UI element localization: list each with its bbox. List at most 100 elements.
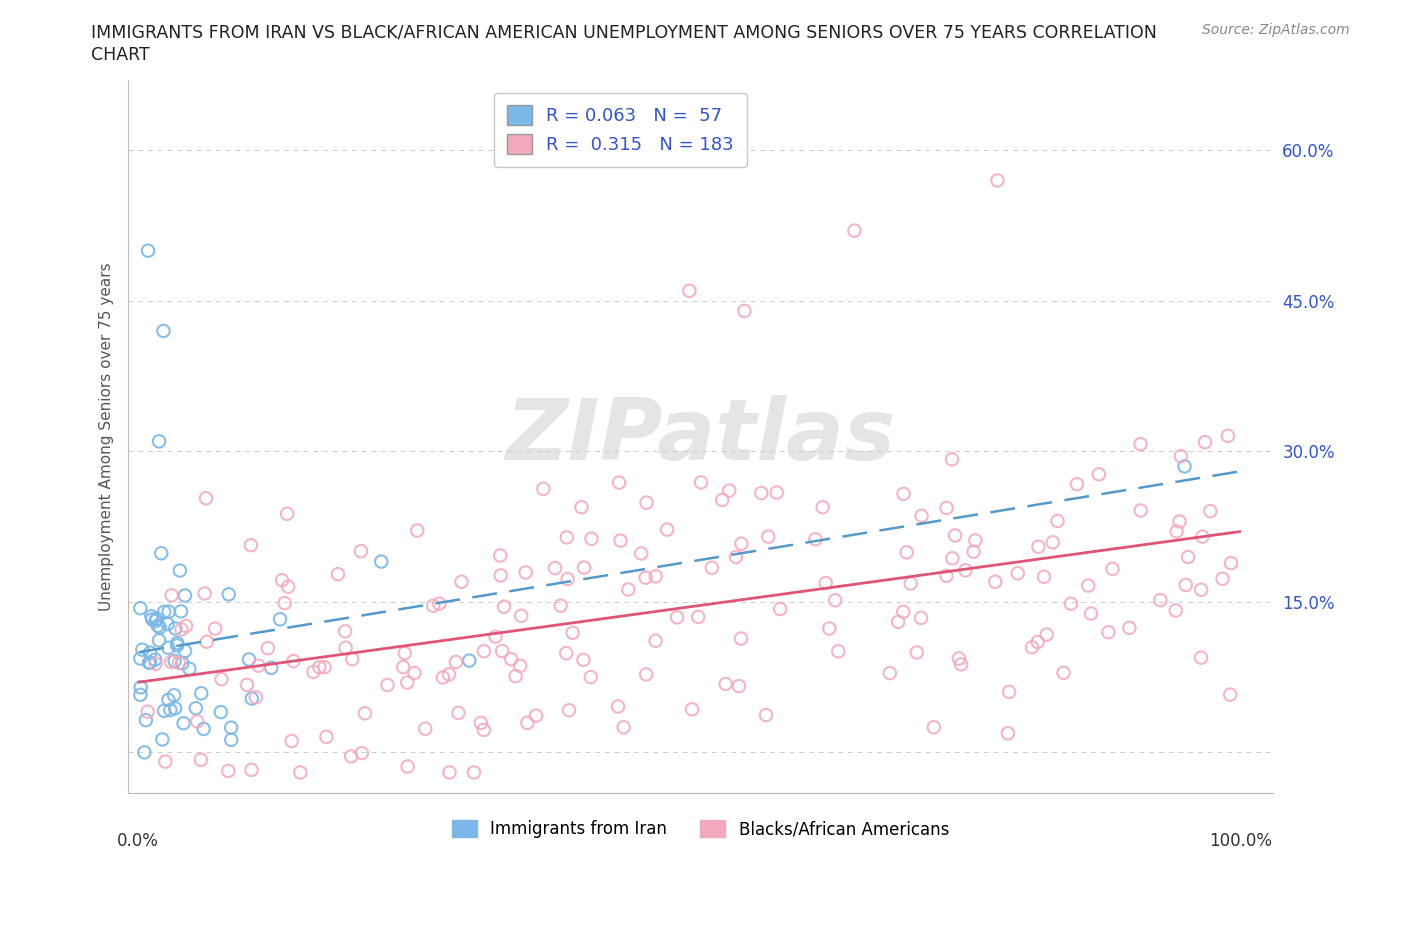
Point	[724, 550, 747, 565]
Point	[432, 670, 454, 684]
Point	[136, 244, 159, 259]
Point	[893, 486, 915, 501]
Point	[153, 703, 176, 718]
Point	[195, 634, 218, 649]
Point	[157, 693, 180, 708]
Point	[129, 601, 152, 616]
Point	[257, 641, 280, 656]
Point	[998, 684, 1021, 699]
Point	[219, 732, 242, 747]
Point	[145, 611, 167, 626]
Y-axis label: Unemployment Among Seniors over 75 years: Unemployment Among Seniors over 75 years	[100, 262, 114, 611]
Point	[711, 493, 734, 508]
Point	[1129, 503, 1152, 518]
Point	[1097, 625, 1119, 640]
Point	[531, 482, 554, 497]
Point	[1042, 535, 1064, 550]
Point	[1033, 569, 1056, 584]
Point	[194, 491, 217, 506]
Point	[636, 667, 658, 682]
Point	[666, 610, 689, 625]
Point	[896, 545, 918, 560]
Point	[326, 566, 349, 581]
Point	[290, 765, 312, 780]
Point	[218, 587, 240, 602]
Point	[173, 716, 195, 731]
Point	[458, 653, 481, 668]
Point	[1046, 513, 1069, 528]
Point	[607, 475, 630, 490]
Point	[166, 636, 188, 651]
Point	[1194, 435, 1216, 450]
Point	[555, 645, 578, 660]
Point	[165, 701, 187, 716]
Point	[501, 652, 523, 667]
Point	[245, 690, 267, 705]
Point	[965, 533, 987, 548]
Point	[756, 529, 779, 544]
Point	[190, 752, 212, 767]
Point	[730, 537, 752, 551]
Point	[824, 593, 846, 608]
Point	[217, 764, 239, 778]
Point	[169, 563, 191, 578]
Point	[219, 720, 242, 735]
Point	[941, 551, 963, 565]
Point	[141, 612, 163, 627]
Point	[129, 651, 152, 666]
Point	[136, 704, 159, 719]
Point	[444, 655, 467, 670]
Point	[260, 660, 283, 675]
Point	[129, 680, 152, 695]
Point	[190, 685, 212, 700]
Point	[277, 579, 299, 594]
Point	[613, 720, 636, 735]
Point	[131, 643, 153, 658]
Point	[718, 483, 741, 498]
Point	[814, 576, 837, 591]
Point	[1166, 524, 1188, 538]
Point	[755, 708, 778, 723]
Point	[129, 687, 152, 702]
Point	[156, 617, 179, 631]
Text: IMMIGRANTS FROM IRAN VS BLACK/AFRICAN AMERICAN UNEMPLOYMENT AMONG SENIORS OVER 7: IMMIGRANTS FROM IRAN VS BLACK/AFRICAN AM…	[91, 23, 1157, 41]
Point	[644, 569, 666, 584]
Point	[450, 575, 472, 590]
Point	[489, 568, 512, 583]
Point	[1052, 665, 1074, 680]
Point	[1077, 578, 1099, 593]
Point	[550, 598, 572, 613]
Point	[515, 565, 537, 580]
Point	[394, 645, 416, 660]
Point	[827, 644, 849, 658]
Point	[489, 548, 512, 563]
Point	[193, 722, 215, 737]
Point	[887, 615, 910, 630]
Point	[160, 588, 183, 603]
Point	[427, 596, 450, 611]
Point	[240, 691, 263, 706]
Point	[396, 675, 419, 690]
Point	[617, 582, 640, 597]
Point	[240, 763, 263, 777]
Point	[484, 629, 506, 644]
Point	[1189, 650, 1212, 665]
Point	[730, 631, 752, 646]
Point	[644, 633, 666, 648]
Point	[174, 618, 197, 633]
Point	[239, 538, 262, 552]
Point	[160, 655, 183, 670]
Point	[1088, 467, 1111, 482]
Point	[340, 749, 363, 764]
Point	[765, 485, 787, 500]
Point	[572, 653, 595, 668]
Point	[146, 618, 169, 633]
Point	[179, 661, 201, 676]
Point	[186, 714, 208, 729]
Point	[342, 652, 364, 667]
Point	[1164, 603, 1187, 618]
Point	[150, 546, 173, 561]
Point	[396, 759, 419, 774]
Point	[204, 621, 226, 636]
Point	[572, 560, 595, 575]
